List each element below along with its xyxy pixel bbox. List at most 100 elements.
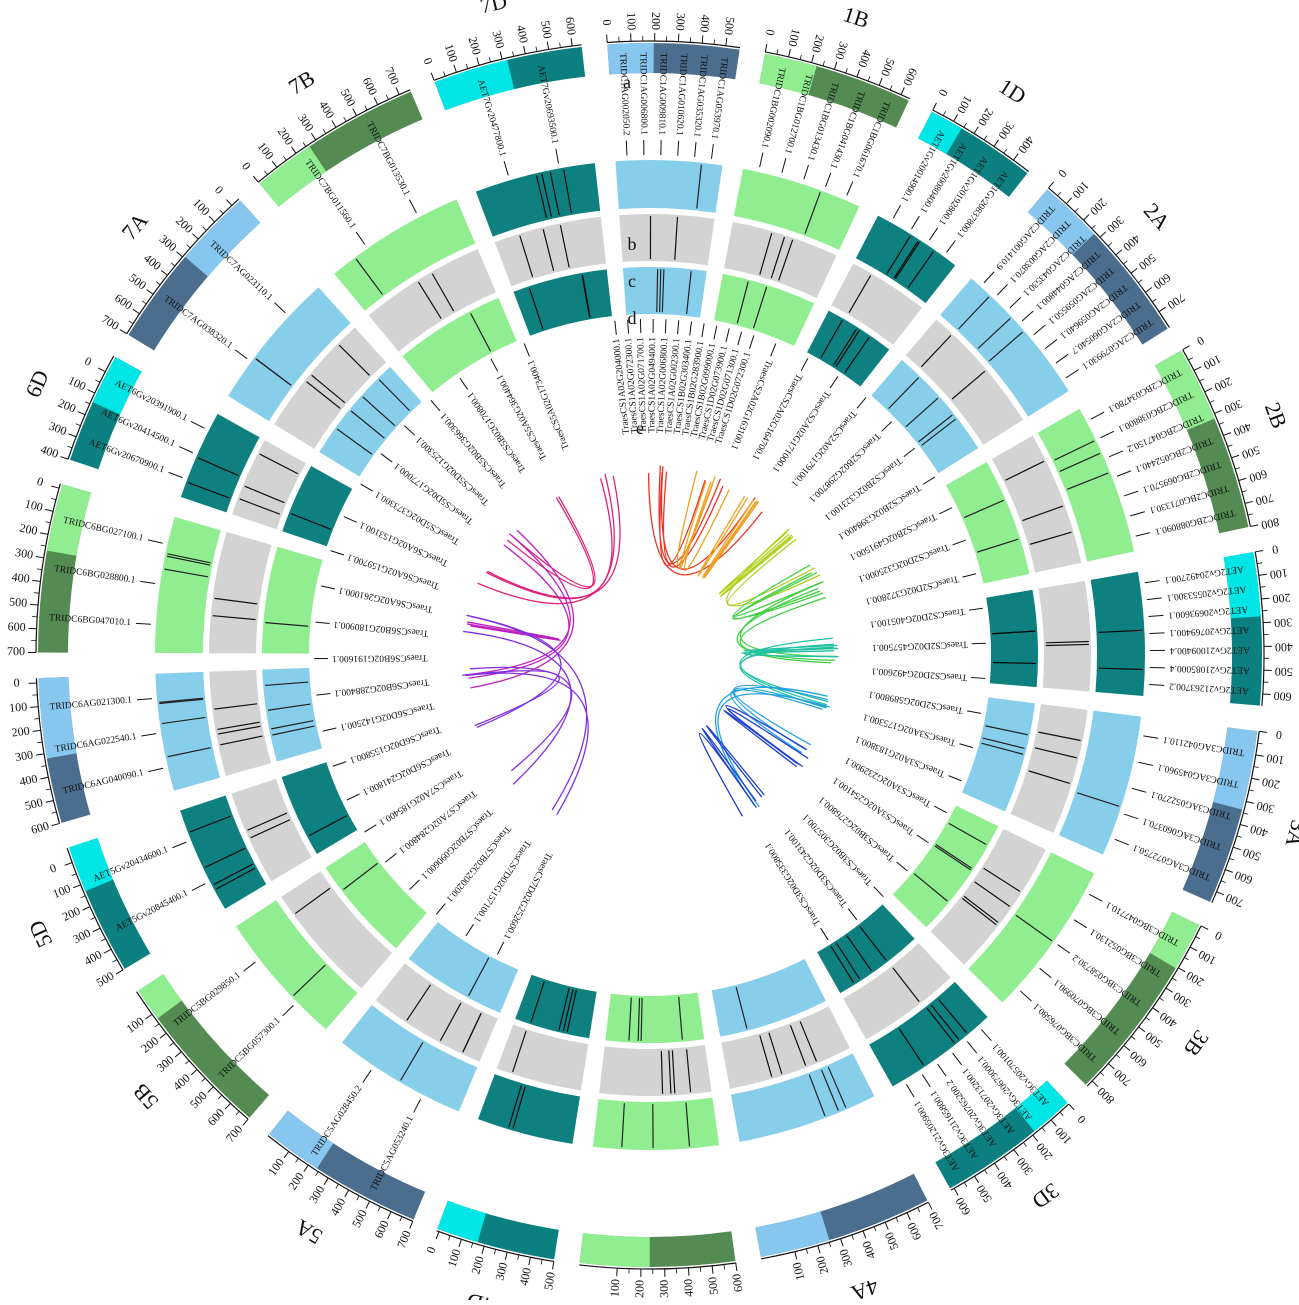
tick-label: 300: [306, 1183, 327, 1206]
tick-label: 600: [563, 16, 579, 36]
track-c-2D: [1038, 581, 1091, 692]
minor-tick: [1235, 468, 1240, 470]
link-gene-label: TraesCS6A02G261000.1: [338, 585, 434, 615]
tick-mark: [243, 1119, 248, 1125]
link-tick: [615, 321, 616, 335]
gene-tick: [782, 158, 786, 172]
track-label-a: a: [623, 72, 631, 92]
link-tick: [874, 887, 884, 897]
tick-label: 800: [1260, 515, 1281, 532]
tick-label: 600: [29, 819, 50, 837]
link-gene-label: TraesCS2D02G589800.1: [868, 688, 965, 715]
gene-tick: [504, 161, 508, 175]
tick-label: 300: [154, 1052, 177, 1074]
chromosome-label-4D: 4D: [464, 1288, 496, 1300]
tick-mark: [1201, 926, 1208, 930]
tick-label: 100: [442, 42, 461, 63]
gene-tick: [1058, 945, 1070, 954]
tick-mark: [30, 604, 38, 605]
track-c-6B: [209, 532, 272, 653]
tick-label: 300: [295, 111, 317, 134]
minor-tick: [187, 245, 191, 248]
tick-mark: [907, 1213, 910, 1220]
synteny-link: [716, 687, 828, 804]
tick-mark: [1233, 847, 1241, 850]
tick-label: 0: [1213, 928, 1225, 943]
tick-label: 700: [7, 644, 25, 658]
gene-tick: [235, 350, 247, 359]
minor-tick: [1042, 1128, 1045, 1132]
minor-tick: [890, 85, 892, 90]
minor-tick: [449, 1236, 451, 1241]
gene-marker: [657, 269, 658, 312]
tick-label: 500: [882, 1230, 902, 1252]
tick-mark: [410, 1221, 413, 1228]
tick-label: 400: [327, 1196, 348, 1219]
tick-label: 700: [1165, 291, 1188, 313]
synteny-link: [466, 534, 571, 675]
tick-label: 200: [975, 106, 996, 129]
tick-label: 500: [705, 1276, 721, 1295]
tick-label: 200: [1033, 1140, 1055, 1163]
tick-mark: [1131, 268, 1137, 273]
link-gene-label: TraesCS7B02G090600.1: [419, 807, 494, 881]
tick-mark: [253, 176, 258, 182]
minor-tick: [400, 1217, 402, 1222]
link-tick: [409, 880, 419, 890]
minor-tick: [1210, 400, 1215, 402]
link-tick: [771, 343, 776, 356]
minor-tick: [1184, 957, 1188, 959]
tick-label: 300: [995, 119, 1017, 142]
track-d-4D: [515, 975, 596, 1038]
minor-tick: [896, 1218, 898, 1223]
minor-tick: [283, 156, 286, 160]
link-tick: [460, 378, 468, 390]
tick-label: 200: [173, 213, 196, 235]
tick-mark: [374, 98, 378, 105]
track-label-d: d: [628, 308, 637, 328]
gene-tick: [148, 540, 163, 543]
tick-mark: [1255, 550, 1263, 551]
tick-label: 200: [11, 723, 31, 739]
tick-mark: [116, 970, 123, 974]
tick-mark: [712, 1266, 713, 1274]
tick-label: 500: [1142, 1029, 1165, 1051]
tick-mark: [1239, 478, 1247, 480]
gene-tick: [1045, 339, 1057, 348]
minor-tick: [95, 380, 99, 382]
link-tick: [466, 924, 474, 936]
tick-label: 100: [445, 1247, 464, 1268]
minor-tick: [943, 111, 945, 115]
tick-mark: [104, 949, 111, 953]
minor-tick: [34, 593, 39, 594]
link-tick: [524, 343, 529, 356]
gene-tick: [363, 1070, 371, 1082]
tick-mark: [524, 46, 526, 54]
tick-label: 400: [517, 1266, 534, 1286]
minor-tick: [155, 1024, 159, 1027]
gene-tick: [922, 1074, 930, 1087]
tick-label: 200: [809, 33, 827, 54]
tick-label: 700: [926, 1209, 947, 1231]
minor-tick: [37, 569, 42, 570]
tick-label: 200: [60, 904, 82, 924]
minor-tick: [315, 1172, 318, 1176]
minor-tick: [443, 71, 445, 76]
gene-label: TRIDC7BG011560.1: [302, 158, 357, 231]
tick-mark: [1116, 250, 1122, 255]
gene-tick: [1022, 311, 1033, 321]
tick-label: 400: [170, 1071, 193, 1093]
tick-mark: [857, 69, 860, 77]
tick-label: 500: [538, 19, 555, 39]
gene-tick: [1143, 736, 1158, 738]
link-tick: [821, 928, 828, 940]
synteny-link: [702, 500, 756, 578]
link-tick: [967, 711, 981, 713]
tick-label: 600: [1248, 467, 1269, 486]
tick-mark: [32, 580, 40, 581]
minor-tick: [85, 402, 90, 404]
chromosome-label-6B: 6B: [0, 545, 1, 574]
minor-tick: [1146, 1017, 1150, 1020]
